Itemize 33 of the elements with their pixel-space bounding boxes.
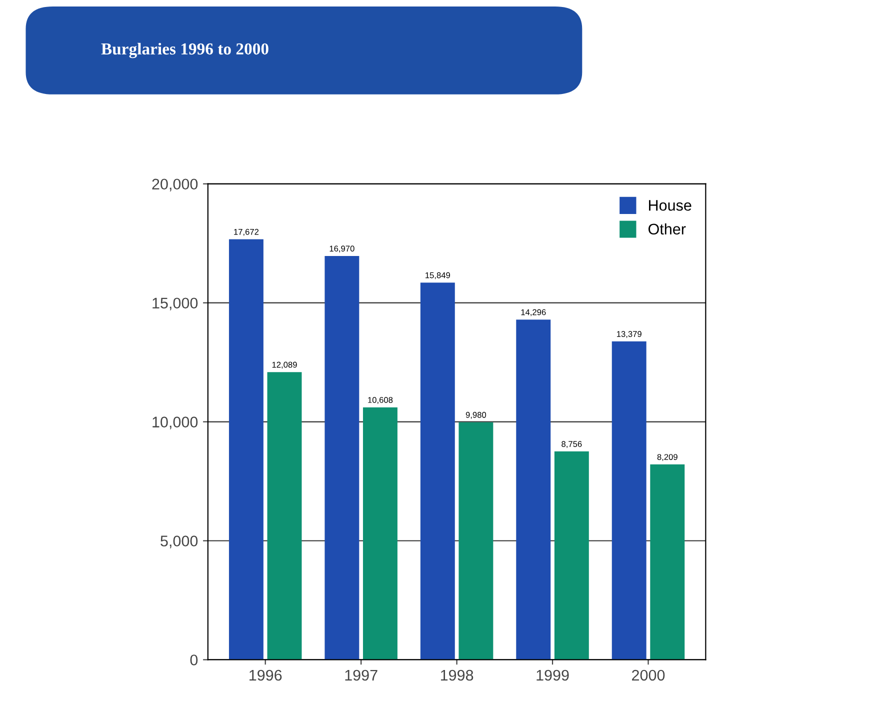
y-tick-label: 20,000 [152, 178, 198, 192]
y-tick-label: 0 [190, 654, 198, 666]
bar [267, 372, 302, 660]
bar [612, 341, 646, 660]
data-label: 12,089 [272, 362, 297, 369]
data-label: 9,980 [466, 412, 486, 419]
y-tick-label: 5,000 [160, 536, 198, 548]
x-tick-label: 1996 [250, 670, 282, 681]
y-tick-label: 10,000 [152, 416, 198, 430]
data-label: 8,756 [562, 441, 582, 448]
x-tick-label: 2000 [632, 670, 665, 681]
bar [324, 256, 360, 660]
data-label: 17,672 [234, 228, 259, 236]
bar [362, 407, 398, 660]
x-tick-label: 1997 [345, 670, 378, 681]
data-label: 8,209 [657, 454, 678, 461]
bar [516, 320, 551, 660]
data-label: 16,970 [330, 246, 354, 253]
bar [554, 451, 589, 660]
bar [650, 464, 685, 660]
data-label: 10,608 [368, 396, 393, 404]
y-tick-label: 15,000 [152, 298, 198, 310]
bar [420, 282, 455, 660]
data-label: 13,379 [616, 331, 642, 338]
data-label: 15,849 [426, 272, 450, 280]
bar [228, 239, 264, 660]
x-tick-label: 1998 [440, 670, 474, 681]
legend-label: House [649, 200, 692, 211]
legend-label: Other [648, 223, 686, 235]
chart-title: Burglaries 1996 to 2000 [101, 42, 268, 58]
data-label: 14,296 [521, 309, 546, 316]
bar [458, 422, 494, 660]
x-tick-label: 1999 [536, 670, 569, 681]
